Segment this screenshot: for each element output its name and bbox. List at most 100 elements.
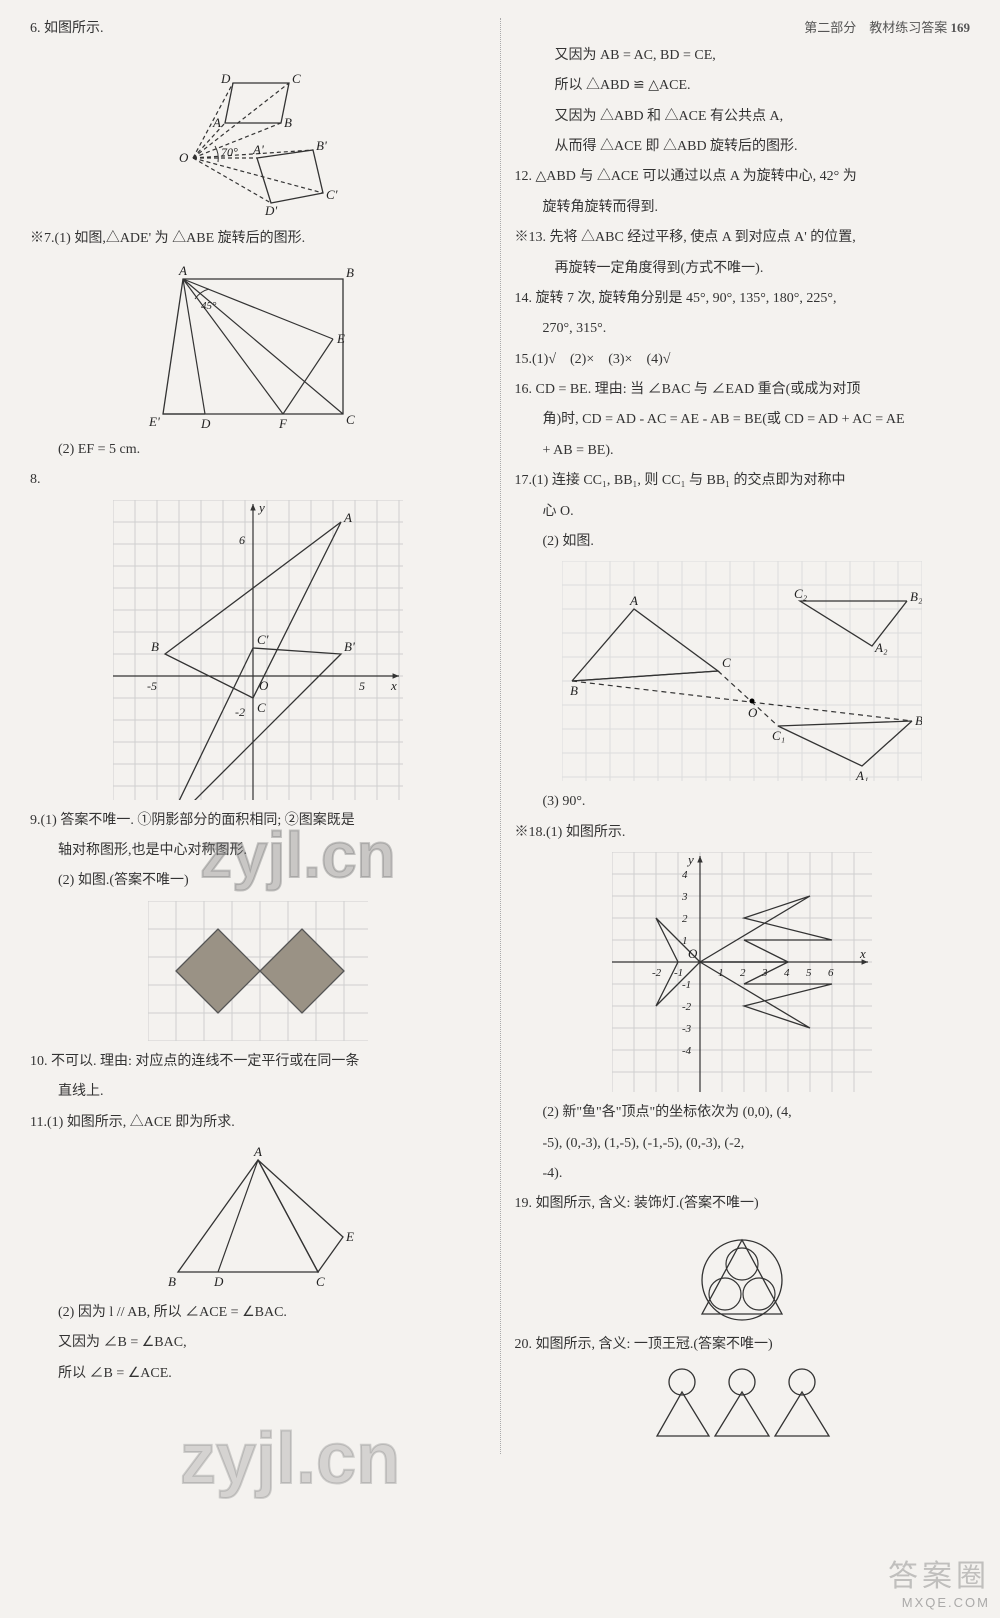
q20: 20. 如图所示, 含义: 一顶王冠.(答案不唯一) (515, 1334, 971, 1356)
svg-text:B: B (168, 1274, 176, 1289)
svg-text:70°: 70° (221, 145, 238, 159)
q16c: + AB = BE). (515, 440, 971, 462)
svg-text:D': D' (264, 203, 277, 218)
q17-1a: 17.(1) 连接 CC₁, BB₁, 则 CC₁ 与 BB₁ 的交点即为对称中 (515, 470, 971, 492)
svg-text:A: A (253, 1144, 262, 1159)
page-number: 169 (951, 20, 971, 35)
svg-text:4: 4 (784, 967, 790, 979)
svg-text:1: 1 (718, 967, 724, 979)
svg-text:A': A' (252, 142, 264, 157)
q10a: 10. 不可以. 理由: 对应点的连线不一定平行或在同一条 (30, 1051, 486, 1073)
svg-text:C₁: C₁ (772, 728, 785, 743)
q9-1b: 轴对称图形,也是中心对称图形. (30, 840, 486, 862)
svg-text:C: C (316, 1274, 325, 1289)
svg-text:C': C' (326, 187, 338, 202)
q17-2: (2) 如图. (515, 531, 971, 553)
svg-text:C₂: C₂ (794, 586, 808, 601)
fig9 (30, 901, 486, 1041)
svg-text:-1: -1 (674, 967, 683, 979)
q7-1: ※7.(1) 如图,△ADE' 为 △ABE 旋转后的图形. (30, 228, 486, 250)
q10b: 直线上. (30, 1081, 486, 1103)
fig18: xyO-2-11234564321-1-2-3-4 (515, 852, 971, 1092)
page-header: 第二部分 教材练习答案 169 (515, 18, 971, 39)
svg-text:B: B (346, 265, 354, 280)
svg-text:-2: -2 (235, 705, 245, 719)
svg-text:1: 1 (682, 935, 688, 947)
svg-text:-3: -3 (682, 1023, 692, 1035)
r-top-a: 又因为 AB = AC, BD = CE, (515, 45, 971, 67)
fig17: ABCOA₁B₁C₁A₂B₂C₂ (515, 561, 971, 781)
svg-text:E: E (336, 331, 345, 346)
svg-text:B': B' (316, 138, 327, 153)
fig20 (515, 1364, 971, 1444)
corner-mark: 答案圈 MXQE.COM (888, 1551, 990, 1610)
q12a: 12. △ABD 与 △ACE 可以通过以点 A 为旋转中心, 42° 为 (515, 166, 971, 188)
section-title: 第二部分 教材练习答案 (804, 20, 947, 35)
fig7: ABCE'DFE45° (30, 259, 486, 429)
q14a: 14. 旋转 7 次, 旋转角分别是 45°, 90°, 135°, 180°,… (515, 288, 971, 310)
svg-text:E: E (345, 1229, 354, 1244)
svg-text:B₁: B₁ (915, 713, 922, 728)
q14b: 270°, 315°. (515, 318, 971, 340)
svg-text:C: C (257, 700, 266, 715)
q18-2a: (2) 新"鱼"各"顶点"的坐标依次为 (0,0), (4, (515, 1102, 971, 1124)
q9-2: (2) 如图.(答案不唯一) (30, 870, 486, 892)
q11-2b: 又因为 ∠B = ∠BAC, (30, 1332, 486, 1354)
svg-text:y: y (686, 852, 694, 867)
fig6: O70°ABCDA'B'C'D' (30, 48, 486, 218)
svg-text:B': B' (344, 639, 355, 654)
svg-text:x: x (859, 946, 866, 961)
svg-text:B: B (151, 639, 159, 654)
svg-text:C': C' (257, 632, 269, 647)
q6: 6. 如图所示. (30, 18, 486, 40)
q13b: 再旋转一定角度得到(方式不唯一). (515, 258, 971, 280)
svg-text:3: 3 (681, 891, 688, 903)
svg-text:A: A (212, 115, 221, 130)
svg-text:D: D (200, 416, 211, 429)
q12b: 旋转角旋转而得到. (515, 197, 971, 219)
fig8: A B C B' C' x y O -5 5 -2 6 (30, 500, 486, 800)
svg-text:A: A (629, 593, 638, 608)
svg-text:B₂: B₂ (910, 589, 922, 604)
svg-text:O: O (259, 678, 269, 693)
svg-text:C: C (346, 412, 355, 427)
fig11: A B D C E (30, 1142, 486, 1292)
q18-2b: -5), (0,-3), (1,-5), (-1,-5), (0,-3), (-… (515, 1133, 971, 1155)
svg-text:y: y (257, 500, 265, 515)
svg-text:O: O (179, 150, 189, 165)
svg-text:6: 6 (239, 533, 245, 547)
svg-text:A: A (178, 263, 187, 278)
corner-url: MXQE.COM (888, 1595, 990, 1610)
q18-2c: -4). (515, 1163, 971, 1185)
svg-text:5: 5 (359, 679, 365, 693)
svg-text:3: 3 (761, 967, 768, 979)
q11-2a: (2) 因为 l // AB, 所以 ∠ACE = ∠BAC. (30, 1302, 486, 1324)
q13a: ※13. 先将 △ABC 经过平移, 使点 A 到对应点 A' 的位置, (515, 227, 971, 249)
svg-text:5: 5 (806, 967, 812, 979)
q8: 8. (30, 469, 486, 491)
svg-text:6: 6 (828, 967, 834, 979)
q11-1: 11.(1) 如图所示, △ACE 即为所求. (30, 1112, 486, 1134)
svg-text:-2: -2 (652, 967, 662, 979)
svg-text:-2: -2 (682, 1001, 692, 1013)
svg-text:45°: 45° (201, 300, 217, 312)
svg-text:-5: -5 (147, 679, 157, 693)
svg-text:D: D (213, 1274, 224, 1289)
r-top-d: 从而得 △ACE 即 △ABD 旋转后的图形. (515, 136, 971, 158)
svg-text:O: O (748, 705, 758, 720)
svg-text:-4: -4 (682, 1045, 692, 1057)
svg-text:x: x (390, 678, 397, 693)
q15: 15.(1)√ (2)× (3)× (4)√ (515, 349, 971, 371)
svg-text:A₂: A₂ (874, 640, 888, 655)
q16a: 16. CD = BE. 理由: 当 ∠BAC 与 ∠EAD 重合(或成为对顶 (515, 379, 971, 401)
r-top-c: 又因为 △ABD 和 △ACE 有公共点 A, (515, 106, 971, 128)
svg-text:E': E' (148, 414, 160, 429)
svg-text:B: B (284, 115, 292, 130)
svg-text:A: A (343, 510, 352, 525)
svg-text:D: D (220, 71, 231, 86)
svg-text:C: C (722, 655, 731, 670)
svg-text:O: O (688, 946, 698, 961)
svg-text:-1: -1 (682, 979, 691, 991)
q9-1a: 9.(1) 答案不唯一. ①阴影部分的面积相同; ②图案既是 (30, 810, 486, 832)
corner-han: 答案圈 (888, 1551, 990, 1595)
